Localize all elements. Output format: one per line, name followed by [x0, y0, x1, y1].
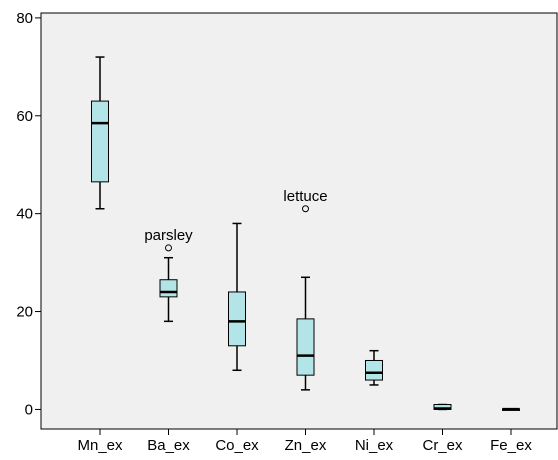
y-axis: 0 20 40 60 80: [16, 10, 41, 418]
outlier-point: [165, 244, 172, 252]
iqr-box: [91, 100, 109, 183]
x-tick-label: Co_ex: [215, 437, 259, 454]
box-ni-ex: [365, 349, 383, 386]
y-tick-label: 0: [25, 401, 33, 418]
outlier-point: [302, 205, 309, 213]
y-tick-label: 20: [16, 304, 33, 321]
x-tick-label: Cr_ex: [422, 437, 463, 454]
boxes: [91, 56, 520, 411]
y-tick-label: 40: [16, 206, 33, 223]
x-tick-label: Ni_ex: [355, 437, 394, 454]
box-cr-ex: [433, 403, 452, 411]
y-tick-label: 80: [16, 10, 33, 27]
x-tick-label: Mn_ex: [77, 437, 123, 454]
box-ba-ex: [159, 256, 178, 323]
outliers: parsley lettuce: [144, 188, 328, 252]
x-tick-label: Ba_ex: [147, 437, 190, 454]
box-mn-ex: [91, 56, 109, 210]
outlier-label: lettuce: [283, 188, 327, 205]
x-tick-label: Zn_ex: [285, 437, 327, 454]
iqr-box: [159, 279, 178, 298]
iqr-box: [296, 318, 315, 376]
box-fe-ex: [502, 407, 520, 411]
x-tick-label: Fe_ex: [490, 437, 532, 454]
outlier-label: parsley: [144, 227, 193, 244]
box-co-ex: [228, 222, 246, 372]
iqr-box: [365, 359, 383, 381]
box-zn-ex: [296, 276, 315, 391]
iqr-box: [228, 291, 246, 347]
y-tick-label: 60: [16, 108, 33, 125]
x-axis: Mn_ex Ba_ex Co_ex Zn_ex Ni_ex Cr_ex Fe_ex: [77, 429, 532, 454]
